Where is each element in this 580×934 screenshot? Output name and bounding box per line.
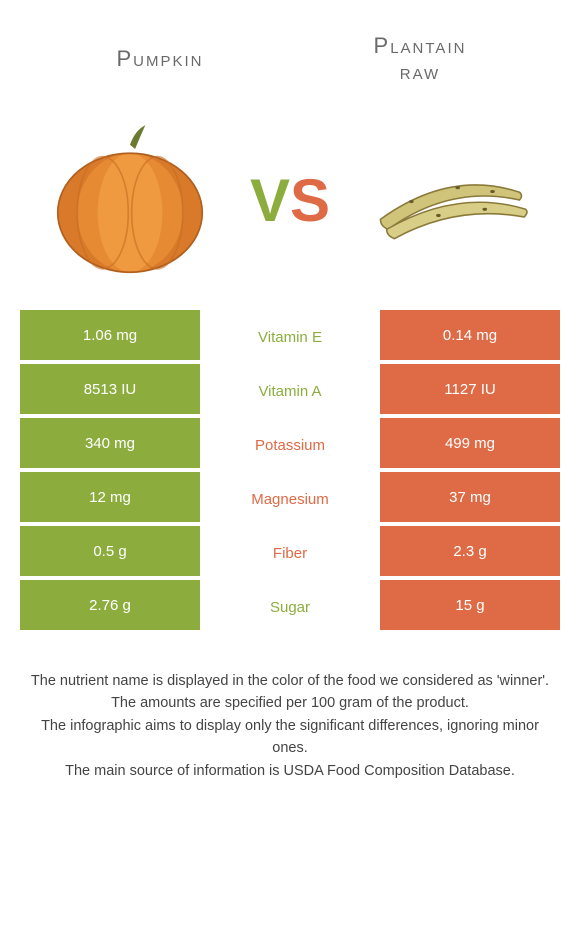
nutrient-left-value: 12 mg	[20, 472, 200, 526]
note-line-4: The main source of information is USDA F…	[24, 760, 556, 782]
nutrient-left-value: 0.5 g	[20, 526, 200, 580]
footer-notes: The nutrient name is displayed in the co…	[0, 670, 580, 782]
table-row: 0.5 gFiber2.3 g	[20, 526, 560, 580]
note-line-3: The infographic aims to display only the…	[24, 715, 556, 760]
note-line-2: The amounts are specified per 100 gram o…	[24, 692, 556, 714]
vs-v: V	[250, 166, 290, 235]
nutrient-left-value: 2.76 g	[20, 580, 200, 634]
nutrient-name: Vitamin E	[200, 310, 380, 364]
pumpkin-image	[40, 110, 220, 290]
nutrient-name: Magnesium	[200, 472, 380, 526]
pumpkin-icon	[45, 115, 215, 285]
table-row: 8513 IUVitamin A1127 IU	[20, 364, 560, 418]
nutrient-right-value: 1127 IU	[380, 364, 560, 418]
nutrient-right-value: 0.14 mg	[380, 310, 560, 364]
plantain-icon	[365, 140, 535, 260]
vs-label: VS	[250, 166, 330, 235]
nutrient-name: Potassium	[200, 418, 380, 472]
food-title-left: Pumpkin	[40, 46, 280, 72]
nutrient-right-value: 499 mg	[380, 418, 560, 472]
nutrient-left-value: 8513 IU	[20, 364, 200, 418]
hero-row: VS	[0, 100, 580, 310]
food-title-right: Plantain raw	[300, 33, 540, 86]
vs-s: S	[290, 166, 330, 235]
nutrient-right-value: 2.3 g	[380, 526, 560, 580]
table-row: 12 mgMagnesium37 mg	[20, 472, 560, 526]
food-title-right-line2: raw	[400, 59, 440, 84]
food-title-right-line1: Plantain	[374, 33, 467, 58]
nutrient-name: Fiber	[200, 526, 380, 580]
nutrient-left-value: 340 mg	[20, 418, 200, 472]
header-row: Pumpkin Plantain raw	[0, 0, 580, 100]
plantain-image	[360, 110, 540, 290]
nutrient-right-value: 37 mg	[380, 472, 560, 526]
nutrient-name: Sugar	[200, 580, 380, 634]
nutrient-name: Vitamin A	[200, 364, 380, 418]
table-row: 2.76 gSugar15 g	[20, 580, 560, 634]
nutrient-table: 1.06 mgVitamin E0.14 mg8513 IUVitamin A1…	[20, 310, 560, 634]
nutrient-right-value: 15 g	[380, 580, 560, 634]
table-row: 340 mgPotassium499 mg	[20, 418, 560, 472]
nutrient-left-value: 1.06 mg	[20, 310, 200, 364]
note-line-1: The nutrient name is displayed in the co…	[24, 670, 556, 692]
table-row: 1.06 mgVitamin E0.14 mg	[20, 310, 560, 364]
